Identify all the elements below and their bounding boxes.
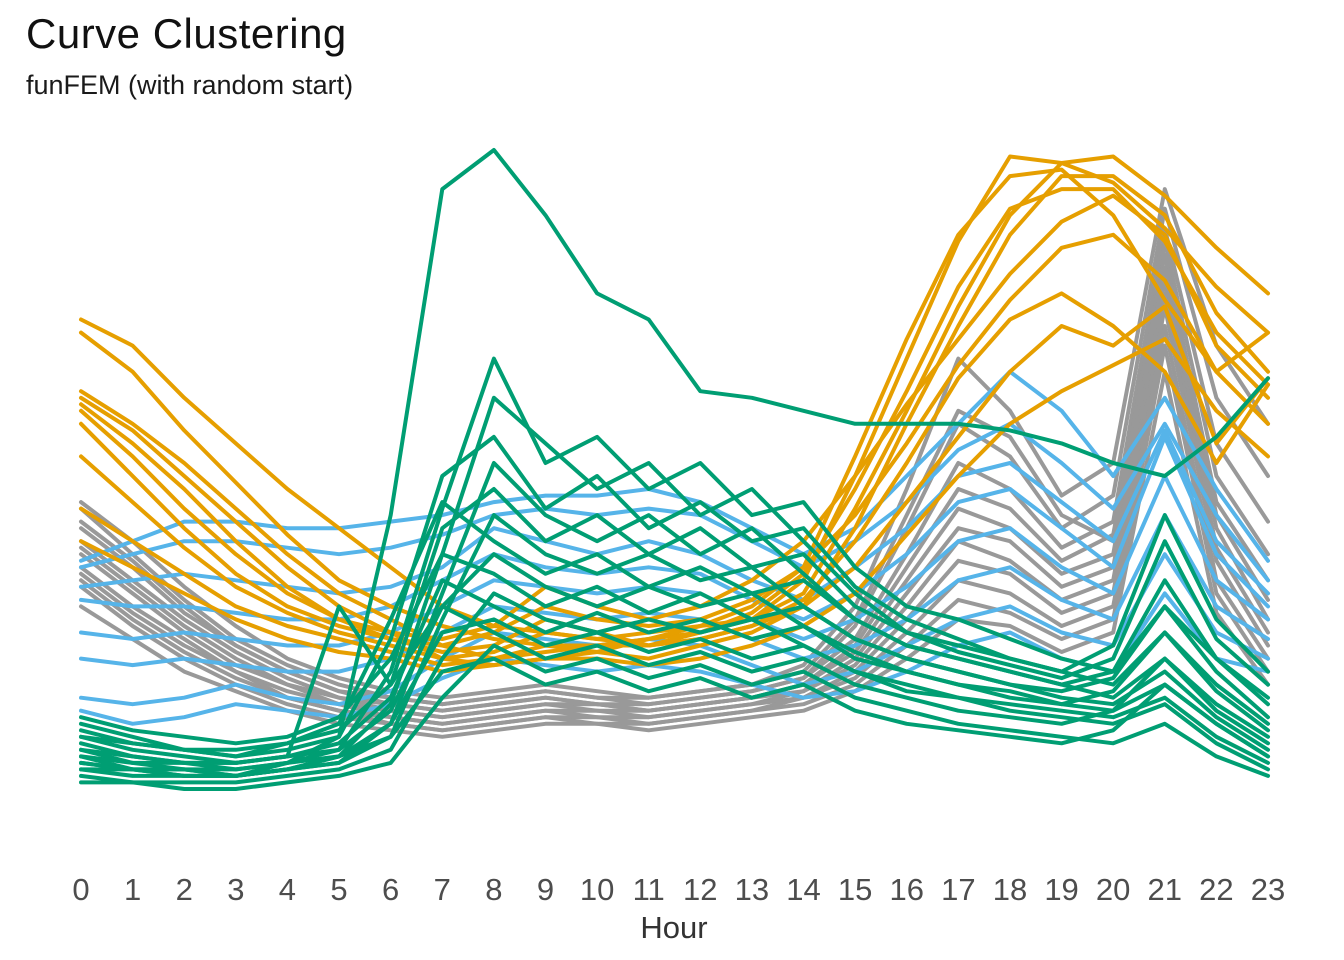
curve-green-14 [79,643,1270,791]
curve-blue-06 [79,513,1270,674]
x-tick-label: 15 [837,872,873,907]
x-tick-label: 4 [278,872,297,907]
x-tick-label: 5 [330,872,348,907]
x-tick-label: 10 [579,872,615,907]
x-tick-label: 7 [433,872,451,907]
curves-layer [79,148,1270,791]
x-tick-label: 23 [1250,872,1286,907]
curve-orange-02 [79,154,1270,648]
curve-gray-07 [79,278,1270,720]
x-tick-label: 6 [382,872,400,907]
x-tick-label: 17 [941,872,976,907]
curve-orange-07 [79,232,1270,648]
chart-title: Curve Clustering [26,10,347,57]
x-tick-label: 12 [683,872,718,907]
x-tick-label: 9 [536,872,555,907]
x-tick-label: 11 [632,872,665,907]
x-tick-label: 1 [123,872,142,907]
x-tick-label: 21 [1147,872,1183,907]
curve-orange-08 [79,291,1270,661]
curve-orange-10 [79,337,1270,674]
curve-green-11 [79,578,1270,765]
curve-orange-04 [79,167,1270,668]
x-axis-title: Hour [640,910,708,945]
curve-blue-04 [79,434,1270,622]
x-tick-label: 19 [1044,872,1079,907]
x-tick-label: 22 [1199,872,1234,907]
curve-gray-04 [79,239,1270,707]
x-tick-label: 2 [175,872,193,907]
curve-green-15 [79,656,1270,778]
curve-green-03 [79,434,1270,759]
curve-orange-01 [79,154,1270,641]
curve-orange-06 [79,193,1270,641]
curve-green-13 [79,604,1270,752]
curve-orange-05 [79,187,1270,654]
x-tick-label: 14 [786,872,821,907]
curve-green-outlier [79,148,1270,778]
curve-orange-09 [79,304,1270,668]
x-tick-label: 3 [227,872,245,907]
curve-green-09 [79,552,1270,746]
x-tick-label: 13 [734,872,770,907]
x-tick-label: 0 [72,872,90,907]
x-tick-label: 16 [889,872,924,907]
x-tick-label: 20 [1095,872,1131,907]
x-tick-label: 8 [485,872,503,907]
chart-subtitle: funFEM (with random start) [26,70,354,100]
x-tick-label: 18 [992,872,1028,907]
curve-gray-12 [79,369,1270,739]
x-axis-tick-row: 0 1 2 3 4 5 6 7 8 9 10 11 12 13 14 15 16 17 18 19 20 21 22 23 [0,872,1344,908]
curve-blue-05 [79,474,1270,648]
